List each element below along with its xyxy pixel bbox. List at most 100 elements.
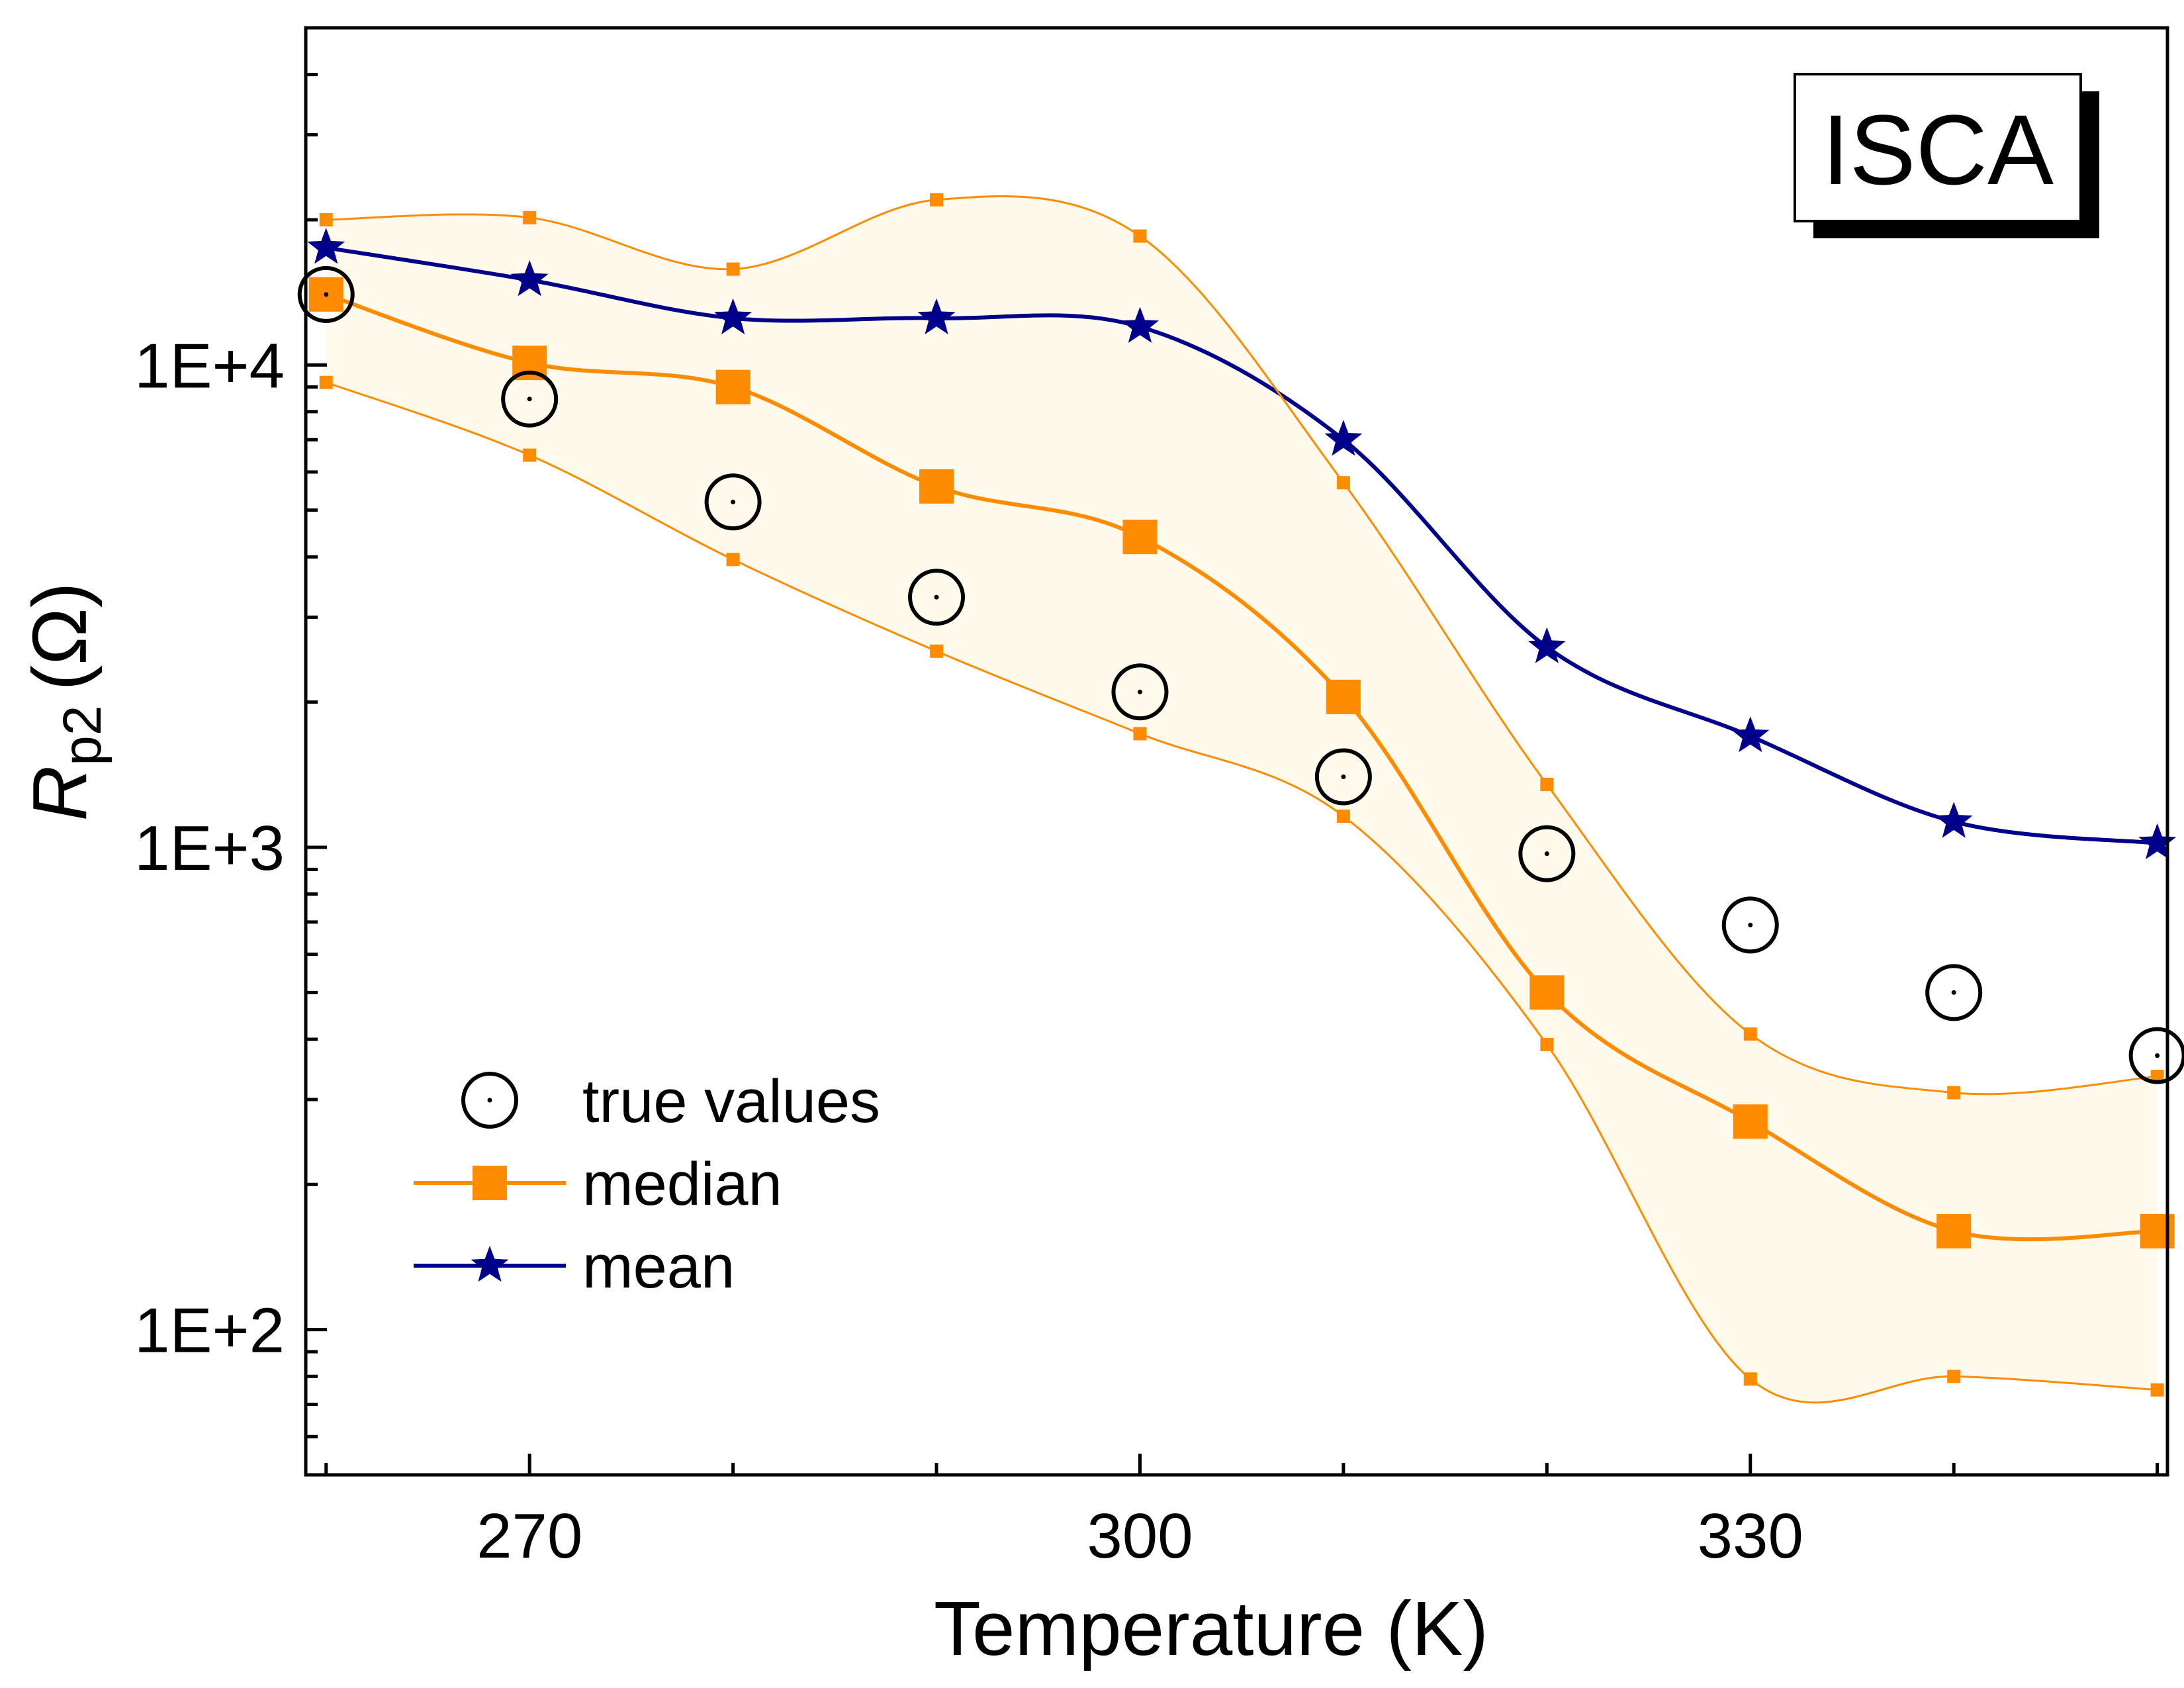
point-true-values-320-dot — [1544, 851, 1549, 857]
point-median-290 — [919, 469, 954, 504]
x-tick-label-300: 300 — [1087, 1501, 1193, 1571]
legend-marker-median — [473, 1166, 507, 1200]
y-axis-title: Rp2 (Ω) — [17, 583, 113, 821]
series-lines — [325, 195, 2158, 1404]
uncertainty-band — [326, 196, 2158, 1403]
point-band-lower-280 — [726, 553, 740, 567]
point-band-upper-310 — [1336, 476, 1350, 490]
point-true-values-290-dot — [934, 594, 939, 600]
point-band-upper-350 — [2150, 1070, 2164, 1084]
y-tick-label-1000: 1E+3 — [134, 813, 285, 884]
point-true-values-260-ring — [297, 265, 355, 323]
point-true-values-270 — [501, 370, 559, 428]
series-markers — [297, 193, 2184, 1397]
point-mean-340 — [1934, 802, 1973, 838]
legend-entry-mean: mean — [414, 1233, 735, 1301]
point-median-320 — [1529, 975, 1565, 1010]
point-true-values-270-ring — [501, 370, 559, 428]
x-tick-label-270: 270 — [477, 1501, 582, 1571]
point-median-310 — [1326, 679, 1361, 714]
point-true-values-290-ring — [908, 569, 966, 626]
point-mean-310 — [1324, 420, 1363, 456]
line-mean — [326, 246, 2158, 845]
point-median-300 — [1122, 520, 1158, 555]
band-fill — [326, 196, 2158, 1403]
line-band-upper — [326, 195, 2158, 1096]
point-band-upper-260 — [319, 212, 333, 226]
point-true-values-340-dot — [1951, 990, 1956, 995]
point-true-values-260 — [297, 265, 355, 323]
y-axis-title-subscript: p2 — [52, 705, 113, 765]
badge: ISCA — [1794, 73, 2099, 238]
line-median — [325, 292, 2158, 1242]
point-band-lower-260 — [319, 375, 333, 389]
legend-symbol-true-values — [461, 1072, 518, 1129]
point-true-values-300 — [1111, 663, 1169, 721]
y-tick-label-100: 1E+2 — [134, 1295, 285, 1366]
point-true-values-280-ring — [704, 473, 762, 531]
point-band-upper-340 — [1947, 1086, 1961, 1100]
badge-box — [1794, 73, 2082, 222]
point-true-values-320-ring — [1518, 825, 1576, 882]
point-true-values-330-ring — [1721, 896, 1779, 954]
point-median-330 — [1733, 1104, 1768, 1139]
point-band-upper-280 — [726, 262, 740, 276]
x-tick-label-330: 330 — [1698, 1501, 1803, 1571]
legend-marker-true-values — [461, 1072, 518, 1129]
point-true-values-340-ring — [1925, 964, 1983, 1021]
point-band-upper-270 — [523, 211, 537, 224]
point-mean-320 — [1527, 627, 1566, 663]
point-band-lower-340 — [1947, 1370, 1961, 1383]
point-mean-350 — [2138, 823, 2177, 859]
legend-symbol-median — [473, 1166, 507, 1200]
point-band-lower-290 — [930, 644, 944, 658]
point-true-values-260-dot — [324, 292, 329, 297]
point-median-340 — [1936, 1213, 1972, 1248]
y-axis-title-symbol: R — [17, 766, 103, 821]
point-true-values-300-ring — [1111, 663, 1169, 721]
legend-marker-mean — [471, 1246, 509, 1282]
point-median-280 — [715, 369, 751, 404]
point-true-values-300-dot — [1137, 689, 1142, 694]
plot-frame — [304, 26, 2169, 1477]
legend-symbol-true-values-dot — [487, 1098, 492, 1103]
legend-entry-median: median — [414, 1150, 782, 1218]
axes: 270 300 330 1E+2 1E+3 1E+4 — [134, 26, 2169, 1571]
x-axis-title: Temperature (K) — [934, 1585, 1488, 1671]
legend: true values median mean — [414, 1068, 880, 1301]
legend-symbol-mean — [471, 1246, 509, 1282]
point-true-values-340 — [1925, 964, 1983, 1021]
point-band-lower-270 — [523, 448, 537, 462]
point-band-lower-300 — [1133, 727, 1147, 741]
legend-symbol-true-values-ring — [461, 1072, 518, 1129]
y-tick-label-10000: 1E+4 — [134, 330, 285, 401]
point-true-values-330-dot — [1748, 922, 1753, 927]
point-band-lower-330 — [1743, 1372, 1757, 1386]
point-true-values-270-dot — [527, 397, 532, 402]
point-true-values-290 — [908, 569, 966, 626]
point-mean-280 — [714, 298, 752, 334]
point-mean-300 — [1120, 306, 1159, 343]
point-mean-290 — [917, 298, 956, 334]
point-true-values-280 — [704, 473, 762, 531]
point-true-values-280-dot — [731, 499, 736, 504]
line-band-lower — [326, 381, 2158, 1404]
point-band-upper-320 — [1540, 778, 1554, 792]
point-band-upper-290 — [930, 193, 944, 207]
point-true-values-330 — [1721, 896, 1779, 954]
legend-label-mean: mean — [582, 1233, 735, 1301]
point-true-values-310-dot — [1341, 774, 1346, 780]
point-band-lower-350 — [2150, 1383, 2164, 1397]
point-mean-330 — [1731, 716, 1770, 753]
point-true-values-310 — [1314, 748, 1372, 806]
y-axis-title-unit: (Ω) — [17, 583, 103, 691]
point-true-values-310-ring — [1314, 748, 1372, 806]
point-band-lower-320 — [1540, 1037, 1554, 1051]
point-median-350 — [2140, 1213, 2175, 1248]
point-mean-260 — [307, 228, 345, 264]
point-mean-270 — [510, 260, 549, 297]
legend-entry-true-values: true values — [461, 1068, 880, 1135]
point-band-lower-310 — [1336, 810, 1350, 823]
badge-text: ISCA — [1822, 94, 2054, 205]
